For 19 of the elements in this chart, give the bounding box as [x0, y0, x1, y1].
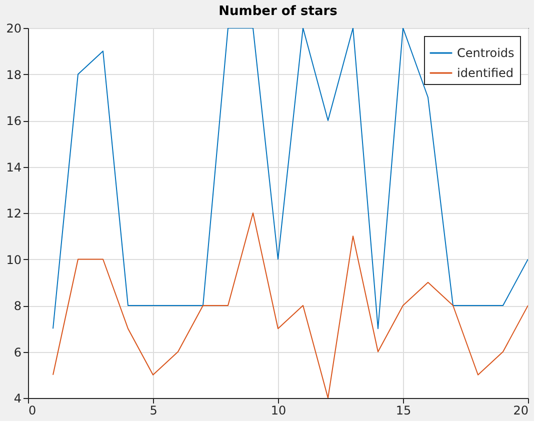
y-tick-label: 8	[14, 299, 22, 313]
line-series	[52, 212, 528, 398]
y-tick-label: 20	[6, 22, 22, 36]
y-tick-label: 18	[6, 68, 22, 82]
legend-label: identified	[457, 66, 514, 80]
x-tick-label: 10	[270, 404, 286, 418]
y-tick-label: 16	[6, 114, 22, 128]
x-tick-label: 15	[396, 404, 412, 418]
chart-title: Number of stars	[218, 4, 338, 19]
y-tick-label: 14	[6, 160, 22, 174]
legend-label: Centroids	[457, 46, 514, 60]
y-tick-label: 6	[14, 345, 22, 360]
x-tick-label: 5	[150, 404, 158, 418]
y-tick-label: 10	[6, 252, 22, 267]
x-tick-label: 20	[513, 404, 528, 418]
y-tick-label: 4	[14, 392, 22, 406]
x-tick-label: 0	[28, 404, 36, 418]
line-series	[52, 28, 528, 330]
y-tick-label: 12	[6, 206, 22, 220]
